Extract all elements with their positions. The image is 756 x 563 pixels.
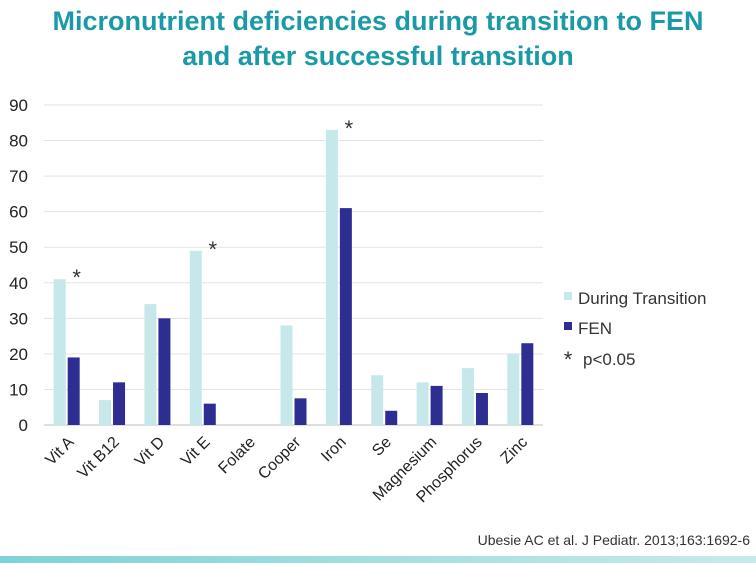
- bar-fen: [158, 318, 171, 425]
- bar-during-transition: [371, 375, 384, 425]
- y-tick-label: 20: [9, 345, 28, 364]
- x-category-label: Folate: [215, 434, 259, 478]
- bars: [53, 129, 534, 425]
- bar-fen: [339, 208, 352, 425]
- significance-star: *: [208, 237, 217, 262]
- x-category-label: Vit A: [42, 434, 77, 469]
- gridlines: [44, 104, 543, 426]
- bar-during-transition: [53, 279, 66, 425]
- bottom-rule: [0, 556, 756, 563]
- x-category-label: Zinc: [498, 434, 531, 467]
- bar-fen: [203, 403, 216, 425]
- citation: Ubesie AC et al. J Pediatr. 2013;163:169…: [477, 532, 750, 548]
- y-tick-label: 90: [9, 96, 28, 115]
- slide-title-line-1: Micronutrient deficiencies during transi…: [52, 6, 704, 36]
- bar-during-transition: [507, 353, 520, 425]
- bar-fen: [521, 343, 534, 425]
- legend-swatch: [564, 322, 572, 330]
- x-category-label: Vit E: [178, 434, 214, 470]
- y-tick-label: 60: [9, 203, 28, 222]
- bar-fen: [67, 357, 80, 425]
- significance-markers: * * *: [72, 116, 353, 290]
- y-tick-label: 40: [9, 274, 28, 293]
- y-tick-label: 10: [9, 380, 28, 399]
- y-tick-label: 50: [9, 238, 28, 257]
- y-tick-label: 80: [9, 132, 28, 151]
- legend-swatch: [564, 292, 572, 300]
- bar-during-transition: [144, 304, 157, 425]
- x-category-label: Vit D: [132, 434, 168, 470]
- bar-fen: [430, 385, 443, 425]
- y-tick-label: 0: [19, 416, 28, 435]
- legend-label: FEN: [578, 319, 612, 338]
- legend-note: p<0.05: [583, 350, 635, 369]
- x-category-label: Vit B12: [75, 434, 123, 482]
- y-axis-ticks: 0 10 20 30 40 50 60 70 80 90: [9, 96, 28, 435]
- significance-star: *: [345, 116, 354, 141]
- bar-during-transition: [99, 400, 112, 425]
- legend-label: During Transition: [578, 289, 707, 308]
- x-category-label: Cooper: [255, 433, 305, 483]
- x-category-label: Se: [369, 434, 395, 460]
- bar-during-transition: [416, 382, 429, 425]
- legend-star: *: [564, 347, 573, 372]
- bar-during-transition: [461, 368, 474, 425]
- y-tick-label: 30: [9, 309, 28, 328]
- bar-fen: [113, 382, 126, 425]
- slide-title: Micronutrient deficiencies during transi…: [0, 4, 756, 74]
- y-tick-label: 70: [9, 167, 28, 186]
- bar-fen: [294, 398, 307, 425]
- bar-fen: [385, 410, 398, 425]
- bar-during-transition: [189, 250, 202, 425]
- x-category-label: Iron: [318, 434, 350, 466]
- bar-during-transition: [325, 129, 338, 425]
- bar-during-transition: [280, 325, 293, 425]
- legend: During Transition FEN * p<0.05: [564, 289, 707, 372]
- significance-star: *: [72, 265, 81, 290]
- slide-title-line-2: and after successful transition: [182, 41, 574, 71]
- bar-fen: [475, 393, 488, 425]
